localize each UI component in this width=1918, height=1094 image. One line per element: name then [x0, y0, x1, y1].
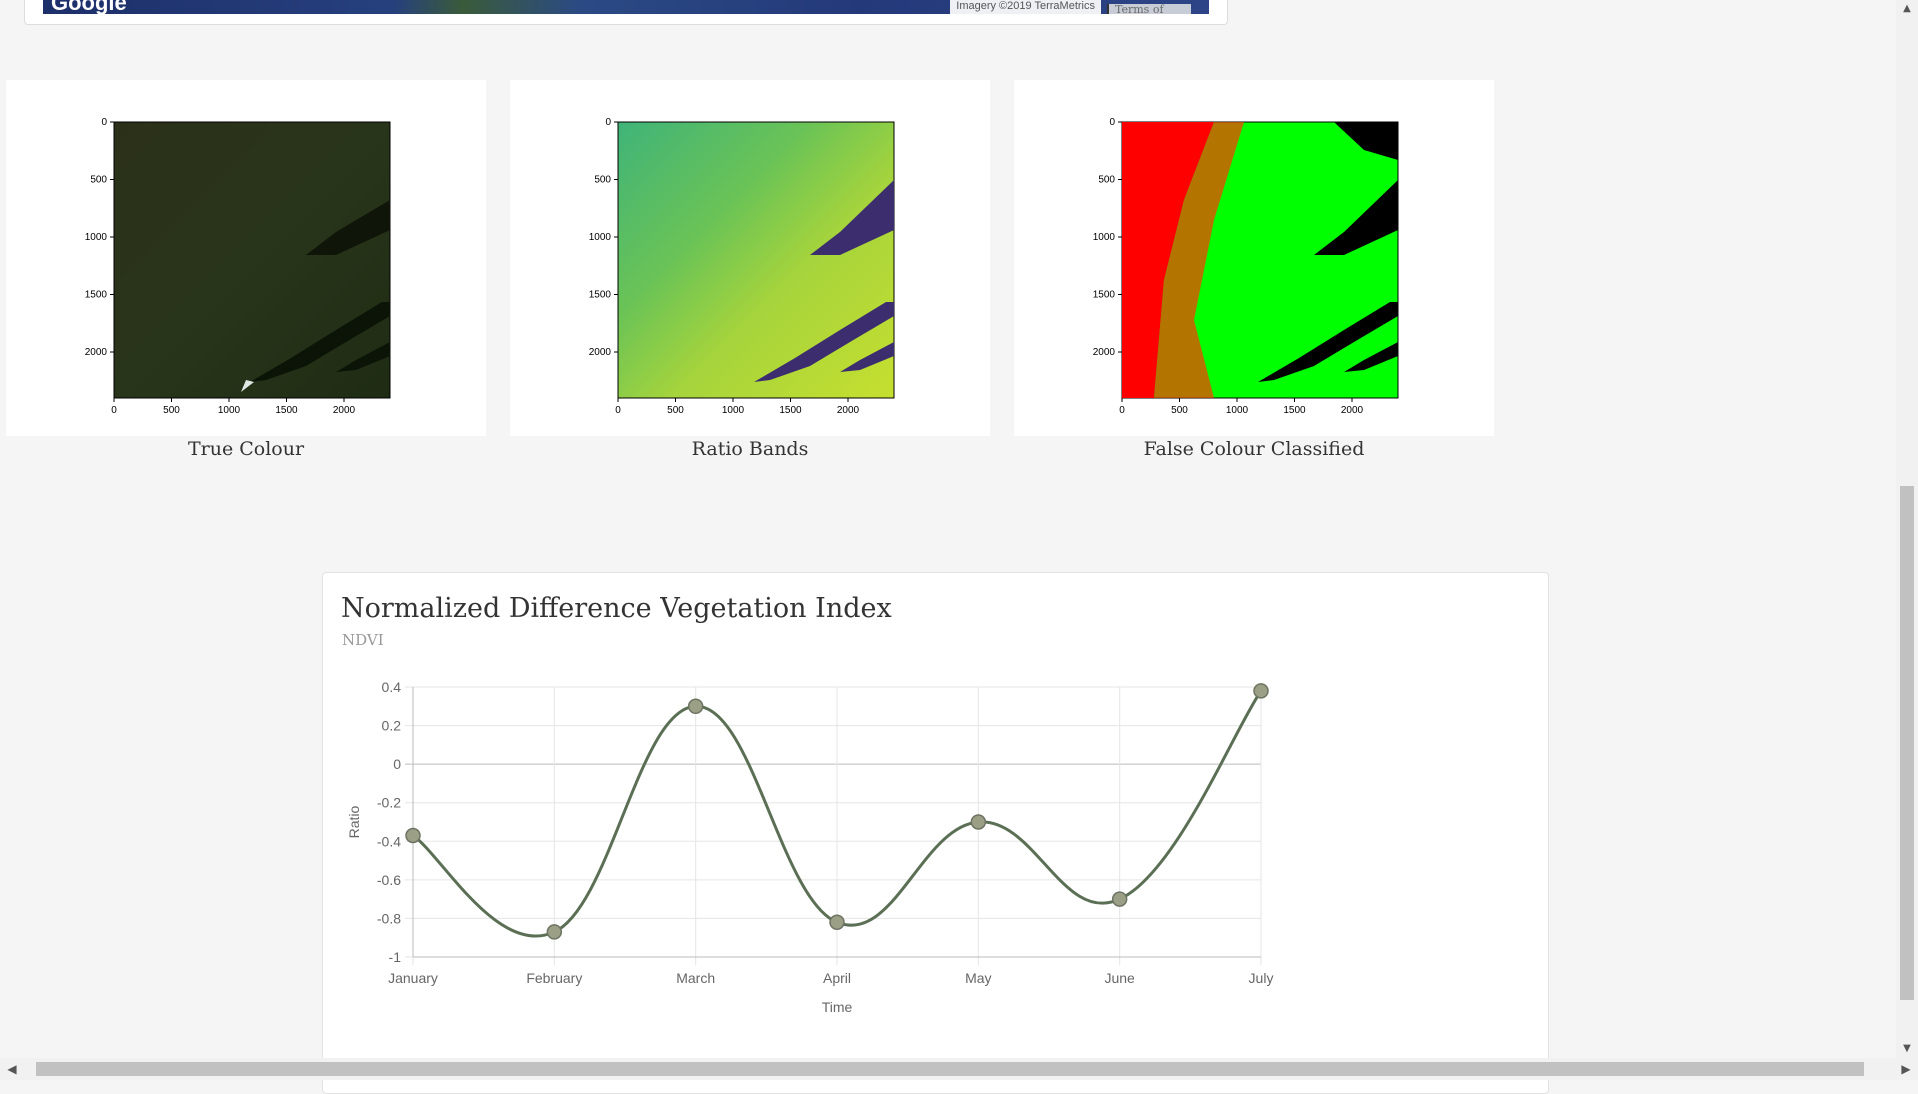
horizontal-scrollbar[interactable]: ◀ ▶: [0, 1058, 1918, 1080]
ratio-bands-panel: 0 500 1000 1500 2000 0 500 1000 1500 2000: [510, 80, 990, 436]
panel-y-tick-label: 1000: [589, 232, 612, 243]
horizontal-scroll-thumb[interactable]: [36, 1062, 1864, 1076]
panel-y-tick-label: 0: [1109, 117, 1115, 128]
panel-x-tick-label: 1000: [722, 405, 745, 416]
x-tick-label: June: [1104, 970, 1135, 986]
panel-y-tick-label: 1000: [1093, 232, 1116, 243]
ndvi-chart-card: Normalized Difference Vegetation Index N…: [322, 572, 1549, 1094]
map-card: Google Imagery ©2019 TerraMetrics Terms …: [24, 0, 1228, 25]
false-colour-plot: 0 500 1000 1500 2000 0 500 1000 1500 2000: [1093, 117, 1399, 416]
x-tick-label: February: [526, 970, 582, 986]
ndvi-data-point[interactable]: [829, 914, 845, 931]
x-tick-label: January: [388, 970, 438, 986]
ndvi-data-point[interactable]: [405, 827, 421, 844]
y-tick-label: -0.8: [377, 910, 401, 926]
panel-y-tick-label: 500: [90, 175, 107, 186]
panel-x-tick-label: 1000: [1226, 405, 1249, 416]
ndvi-data-point[interactable]: [1253, 683, 1269, 699]
map-attribution: Imagery ©2019 TerraMetrics: [950, 0, 1101, 14]
panel-y-tick-label: 500: [1098, 175, 1115, 186]
vertical-scroll-thumb[interactable]: [1900, 486, 1914, 1000]
y-tick-label: -1: [389, 949, 402, 965]
y-tick-label: 0: [393, 756, 401, 772]
google-logo: Google: [51, 0, 127, 14]
panel-y-tick-label: 2000: [85, 347, 108, 358]
panel-y-tick-label: 1500: [589, 290, 612, 301]
x-tick-label: May: [965, 970, 991, 986]
panel-x-tick-label: 500: [667, 405, 684, 416]
true-colour-panel: 0 500 1000 1500 2000 0 500 1000 1500 2000: [6, 80, 486, 436]
true-colour-plot: 0 500 1000 1500 2000 0 500 1000 1500 2000: [85, 117, 391, 416]
panel-x-tick-label: 1500: [275, 405, 298, 416]
y-tick-label: -0.2: [377, 795, 401, 811]
panel-y-tick-label: 1500: [1093, 290, 1116, 301]
panel-x-tick-label: 0: [111, 405, 117, 416]
panel-y-tick-label: 2000: [589, 347, 612, 358]
satellite-map[interactable]: Google Imagery ©2019 TerraMetrics Terms …: [43, 0, 1209, 14]
scroll-left-arrow[interactable]: ◀: [7, 1062, 17, 1076]
y-tick-label: -0.4: [377, 833, 401, 849]
x-tick-label: July: [1249, 970, 1274, 986]
ndvi-data-point[interactable]: [970, 814, 987, 830]
caption-ratio-bands: Ratio Bands: [691, 438, 809, 460]
ndvi-data-point[interactable]: [1111, 891, 1128, 907]
false-colour-panel: 0 500 1000 1500 2000 0 500 1000 1500 2000: [1014, 80, 1494, 436]
caption-true-colour: True Colour: [187, 438, 305, 460]
panel-y-tick-label: 0: [101, 117, 107, 128]
vertical-scrollbar[interactable]: ▲ ▼: [1896, 0, 1918, 1058]
panel-x-tick-label: 0: [615, 405, 621, 416]
panel-y-tick-label: 2000: [1093, 347, 1116, 358]
y-tick-label: -0.6: [377, 872, 401, 888]
y-tick-label: 0.4: [382, 679, 402, 695]
panel-x-tick-label: 2000: [837, 405, 860, 416]
x-tick-label: April: [823, 970, 851, 986]
ratio-bands-plot: 0 500 1000 1500 2000 0 500 1000 1500 2000: [589, 117, 895, 416]
scroll-up-arrow[interactable]: ▲: [1903, 3, 1911, 14]
x-tick-label: March: [676, 970, 715, 986]
caption-false-colour: False Colour Classified: [1143, 438, 1365, 460]
panel-x-tick-label: 500: [1171, 405, 1188, 416]
scroll-right-arrow[interactable]: ▶: [1901, 1062, 1911, 1076]
panel-x-tick-label: 2000: [333, 405, 356, 416]
ndvi-line-chart[interactable]: 0.4 0.2 0 -0.2 -0.4 -0.6 -0.8 -1 January February…: [323, 673, 1548, 1073]
y-tick-label: 0.2: [382, 718, 402, 734]
ndvi-data-point[interactable]: [687, 698, 704, 715]
panel-x-tick-label: 2000: [1341, 405, 1364, 416]
chart-subtitle: NDVI: [342, 631, 384, 649]
panel-y-tick-label: 1000: [85, 232, 108, 243]
x-axis-title: Time: [822, 999, 853, 1015]
panel-y-tick-label: 1500: [85, 290, 108, 301]
terms-of-use-link[interactable]: Terms of Use: [1107, 4, 1191, 14]
panel-y-tick-label: 0: [605, 117, 611, 128]
panel-x-tick-label: 1500: [1283, 405, 1306, 416]
panel-x-tick-label: 1000: [218, 405, 241, 416]
y-axis-title: Ratio: [346, 805, 362, 838]
scroll-down-arrow[interactable]: ▼: [1903, 1043, 1911, 1054]
panel-x-tick-label: 1500: [779, 405, 802, 416]
panel-x-tick-label: 500: [163, 405, 180, 416]
ndvi-data-point[interactable]: [546, 924, 563, 940]
panel-y-tick-label: 500: [594, 175, 611, 186]
chart-title: Normalized Difference Vegetation Index: [341, 593, 892, 624]
panel-x-tick-label: 0: [1119, 405, 1125, 416]
